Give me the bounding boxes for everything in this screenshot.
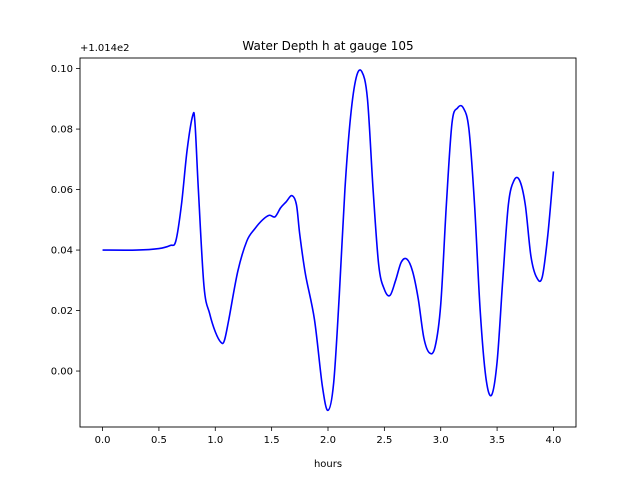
plot-frame xyxy=(79,57,577,428)
y-offset-label: +1.014e2 xyxy=(80,43,130,54)
x-tick-label: 1.0 xyxy=(207,435,223,446)
x-tick-label: 3.5 xyxy=(489,435,505,446)
y-tick-label: 0.02 xyxy=(51,306,73,317)
x-tick-label: 4.0 xyxy=(546,435,562,446)
x-axis-ticks: 0.0 0.5 1.0 1.5 2.0 2.5 3.0 3.5 4.0 xyxy=(95,427,562,446)
y-tick-label: 0.04 xyxy=(51,246,73,257)
x-tick-label: 1.5 xyxy=(264,435,280,446)
x-tick-label: 0.0 xyxy=(95,435,111,446)
y-tick-label: 0.06 xyxy=(51,185,73,196)
y-tick-label: 0.00 xyxy=(51,367,73,378)
x-tick-label: 0.5 xyxy=(151,435,167,446)
x-tick-label: 2.5 xyxy=(376,435,392,446)
series-line xyxy=(102,69,555,412)
chart-title: Water Depth h at gauge 105 xyxy=(242,39,413,53)
y-axis-ticks: 0.00 0.02 0.04 0.06 0.08 0.10 xyxy=(51,64,80,378)
y-tick-label: 0.08 xyxy=(51,125,73,136)
x-axis-label: hours xyxy=(314,459,342,470)
x-tick-label: 3.0 xyxy=(433,435,449,446)
y-tick-label: 0.10 xyxy=(51,64,73,75)
x-tick-label: 2.0 xyxy=(320,435,336,446)
